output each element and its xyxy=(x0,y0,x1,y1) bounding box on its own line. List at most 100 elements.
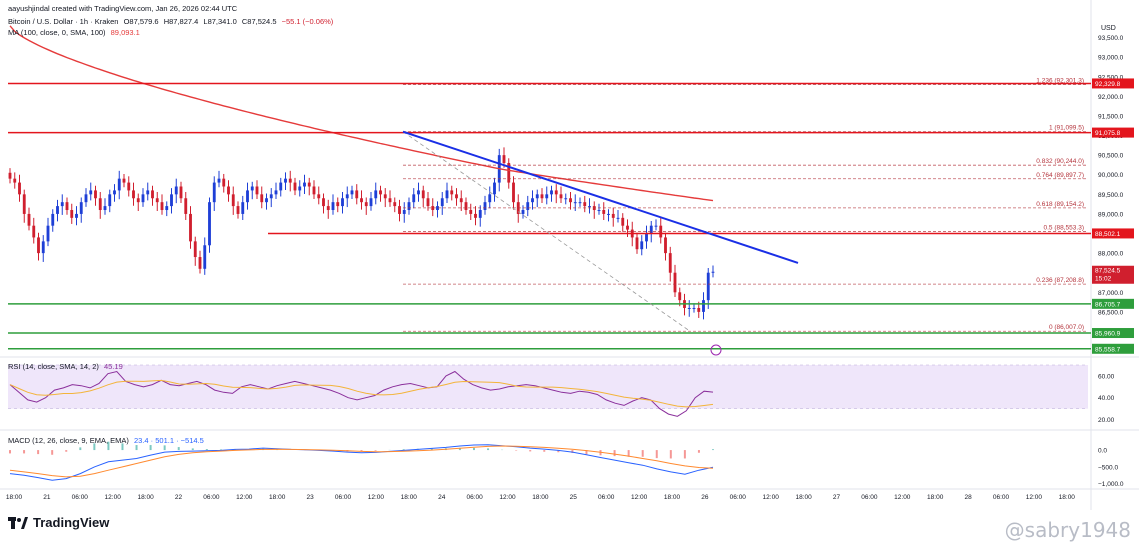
level-price-tag xyxy=(1092,298,1134,309)
candle-body xyxy=(531,198,534,203)
signal-line xyxy=(9,445,714,478)
candle-body xyxy=(331,202,335,211)
candle-body xyxy=(27,213,31,226)
rsi-legend[interactable]: RSI (14, close, SMA, 14, 2) 45.19 xyxy=(8,362,126,371)
rsi-tick-label: 40.00 xyxy=(1098,395,1115,402)
time-tick-label: 22 xyxy=(175,494,183,501)
candle-body xyxy=(336,202,340,207)
candle-body xyxy=(269,194,273,199)
candle-body xyxy=(402,210,406,214)
candle-body xyxy=(170,194,173,207)
current-price-tag xyxy=(1092,265,1134,284)
time-tick-label: 06:00 xyxy=(993,494,1010,501)
candle-body xyxy=(208,202,211,246)
price-tick-label: 89,000.0 xyxy=(1098,211,1124,218)
candle-body xyxy=(526,202,530,211)
time-tick-label: 06:00 xyxy=(203,494,220,501)
candle-body xyxy=(654,225,658,227)
candle-body xyxy=(521,210,525,214)
candle-body xyxy=(379,190,382,195)
candle-body xyxy=(360,198,363,203)
candle-body xyxy=(369,198,373,207)
time-tick-label: 18:00 xyxy=(927,494,944,501)
price-tick-label: 92,500.0 xyxy=(1098,74,1124,81)
macd-tick-label: 0.0 xyxy=(1098,448,1107,455)
symbol-ohlc-line[interactable]: Bitcoin / U.S. Dollar · 1h · Kraken O87,… xyxy=(8,17,336,26)
candle-body xyxy=(288,178,292,183)
candle-body xyxy=(203,245,207,269)
candle-body xyxy=(184,198,188,214)
time-tick-label: 12:00 xyxy=(763,494,780,501)
time-tick-label: 12:00 xyxy=(368,494,385,501)
time-tick-label: 18:00 xyxy=(795,494,812,501)
time-tick-label: 25 xyxy=(570,494,578,501)
price-tick-label: 89,500.0 xyxy=(1098,192,1124,199)
candle-body xyxy=(398,206,401,214)
candle-body xyxy=(84,194,88,203)
ma-line xyxy=(9,25,714,202)
candle-body xyxy=(426,198,430,207)
candle-body xyxy=(483,202,487,211)
time-tick-label: 12:00 xyxy=(894,494,911,501)
candle-body xyxy=(56,206,59,214)
candle-body xyxy=(583,202,587,207)
level-price-tag xyxy=(1092,228,1134,239)
candle-body xyxy=(564,198,568,200)
fib-level-label: 0.764 (89,897.7) xyxy=(1036,172,1084,179)
candle-body xyxy=(160,202,164,211)
time-tick-label: 24 xyxy=(438,494,446,501)
candle-body xyxy=(469,210,473,214)
candle-body xyxy=(79,202,83,214)
candle-body xyxy=(702,300,705,312)
candle-body xyxy=(94,190,97,199)
candle-body xyxy=(117,178,121,191)
price-tick-label: 90,500.0 xyxy=(1098,153,1124,160)
candle-body xyxy=(127,182,131,191)
candle-body xyxy=(13,178,17,183)
candle-body xyxy=(559,194,563,199)
time-tick-label: 27 xyxy=(833,494,841,501)
candle-body xyxy=(132,190,135,199)
candle-body xyxy=(507,162,511,183)
candle-body xyxy=(355,190,359,199)
brand-footer[interactable]: TradingView xyxy=(8,515,109,530)
candle-body xyxy=(635,237,639,250)
price-tick-label: 87,000.0 xyxy=(1098,290,1124,297)
macd-legend[interactable]: MACD (12, 26, close, 9, EMA, EMA) 23.4 ·… xyxy=(8,436,207,445)
candle-body xyxy=(312,186,316,195)
time-tick-label: 06:00 xyxy=(335,494,352,501)
candle-body xyxy=(393,202,397,207)
candle-body xyxy=(450,190,454,195)
candle-body xyxy=(711,271,715,273)
candle-body xyxy=(388,198,392,203)
candle-body xyxy=(265,198,268,203)
rsi-label: RSI (14, close, SMA, 14, 2) xyxy=(8,362,99,371)
candle-body xyxy=(626,225,629,230)
candle-body xyxy=(706,272,710,301)
candle-body xyxy=(431,206,435,211)
fib-level-label: 0.236 (87,208.8) xyxy=(1036,277,1084,284)
time-tick-label: 21 xyxy=(43,494,51,501)
ma-legend[interactable]: MA (100, close, 0, SMA, 100) 89,093.1 xyxy=(8,28,143,37)
candle-body xyxy=(645,233,648,242)
price-tick-label: 93,500.0 xyxy=(1098,35,1124,42)
time-tick-label: 12:00 xyxy=(105,494,122,501)
time-tick-label: 12:00 xyxy=(631,494,648,501)
candle-body xyxy=(307,182,311,187)
ma-label: MA (100, close, 0, SMA, 100) xyxy=(8,28,106,37)
level-price-tag xyxy=(1092,343,1134,354)
time-tick-label: 18:00 xyxy=(664,494,681,501)
candle-body xyxy=(678,292,682,301)
candle-body xyxy=(459,198,463,203)
currency-label[interactable]: USD xyxy=(1101,25,1116,32)
rsi-tick-label: 60.00 xyxy=(1098,373,1115,380)
symbol-name[interactable]: Bitcoin / U.S. Dollar · 1h · Kraken xyxy=(8,17,119,26)
candle-body xyxy=(649,225,653,234)
candle-body xyxy=(554,190,558,195)
candle-body xyxy=(345,194,349,199)
fib-level-label: 0 (86,007.0) xyxy=(1049,324,1084,331)
candle-body xyxy=(407,202,411,211)
tradingview-logo-icon xyxy=(8,516,28,529)
level-price-tag xyxy=(1092,127,1134,138)
